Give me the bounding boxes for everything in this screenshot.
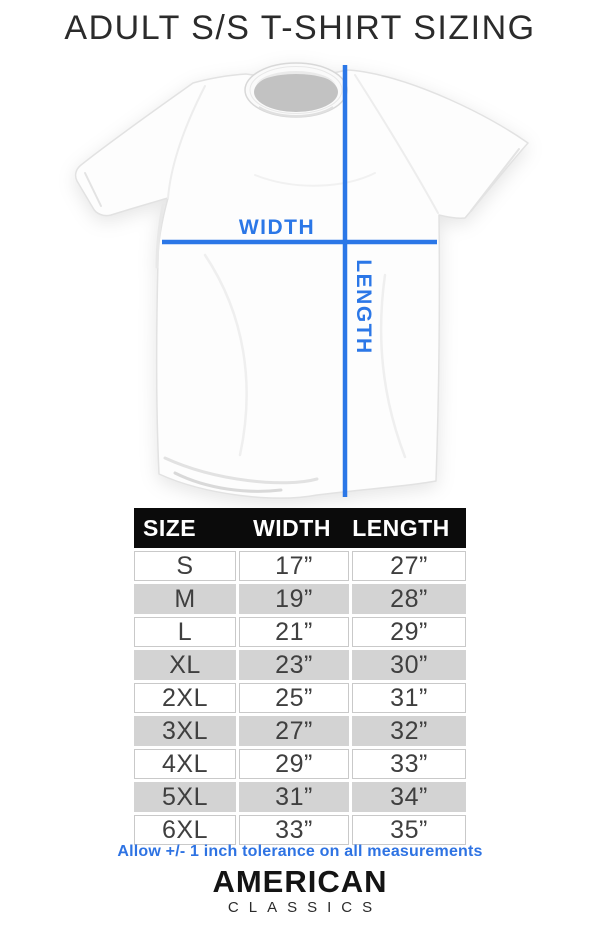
- cell-length: 30”: [352, 650, 466, 680]
- brand-subname: CLASSICS: [227, 899, 383, 916]
- table-row: M 19” 28”: [134, 584, 466, 614]
- cell-length: 35”: [352, 815, 466, 845]
- table-row: 5XL 31” 34”: [134, 782, 466, 812]
- cell-size: XL: [134, 650, 236, 680]
- cell-width: 33”: [239, 815, 349, 845]
- brand-logo: AMERICAN CLASSICS: [0, 866, 600, 915]
- cell-size: 3XL: [134, 716, 236, 746]
- cell-width: 29”: [239, 749, 349, 779]
- cell-length: 31”: [352, 683, 466, 713]
- table-row: XL 23” 30”: [134, 650, 466, 680]
- brand-name: AMERICAN: [212, 864, 388, 899]
- table-row: L 21” 29”: [134, 617, 466, 647]
- size-chart-table: SIZE WIDTH LENGTH S 17” 27” M 19” 28” L …: [134, 508, 466, 845]
- table-row: 2XL 25” 31”: [134, 683, 466, 713]
- cell-size: L: [134, 617, 236, 647]
- cell-size: 2XL: [134, 683, 236, 713]
- cell-width: 21”: [239, 617, 349, 647]
- collar: [244, 62, 348, 118]
- table-row: 3XL 27” 32”: [134, 716, 466, 746]
- cell-length: 27”: [352, 551, 466, 581]
- cell-size: M: [134, 584, 236, 614]
- table-row: 4XL 29” 33”: [134, 749, 466, 779]
- length-measure-label: LENGTH: [352, 259, 375, 354]
- width-measure-label: WIDTH: [239, 216, 315, 239]
- cell-length: 28”: [352, 584, 466, 614]
- cell-width: 31”: [239, 782, 349, 812]
- cell-size: 4XL: [134, 749, 236, 779]
- table-row: S 17” 27”: [134, 551, 466, 581]
- measurement-lines: WIDTH LENGTH: [162, 65, 437, 497]
- cell-size: 6XL: [134, 815, 236, 845]
- page-title: ADULT S/S T-SHIRT SIZING: [64, 9, 536, 47]
- cell-size: 5XL: [134, 782, 236, 812]
- cell-width: 23”: [239, 650, 349, 680]
- tshirt-photo: [74, 62, 529, 499]
- cell-width: 25”: [239, 683, 349, 713]
- cell-size: S: [134, 551, 236, 581]
- cell-length: 29”: [352, 617, 466, 647]
- table-row: 6XL 33” 35”: [134, 815, 466, 845]
- cell-width: 19”: [239, 584, 349, 614]
- cell-length: 32”: [352, 716, 466, 746]
- cell-width: 27”: [239, 716, 349, 746]
- cell-width: 17”: [239, 551, 349, 581]
- tshirt-measurement-diagram: WIDTH LENGTH: [74, 62, 529, 499]
- column-header-size: SIZE: [143, 514, 197, 541]
- cell-length: 33”: [352, 749, 466, 779]
- column-header-length: LENGTH: [352, 514, 450, 541]
- tolerance-note: Allow +/- 1 inch tolerance on all measur…: [117, 843, 483, 860]
- cell-length: 34”: [352, 782, 466, 812]
- column-header-width: WIDTH: [253, 514, 331, 541]
- table-header-row: SIZE WIDTH LENGTH: [134, 508, 466, 548]
